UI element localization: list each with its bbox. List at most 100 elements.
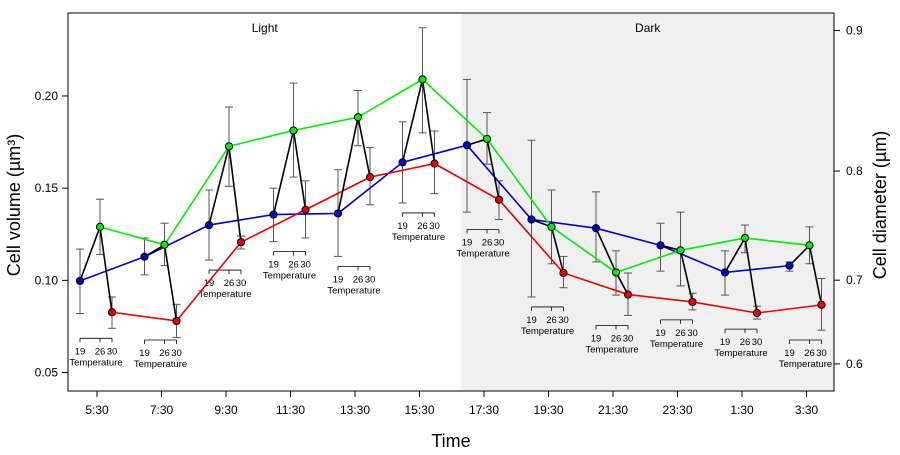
region-shading (68, 13, 834, 391)
data-point-30 (752, 308, 762, 318)
temperature-tick-label: 19 (720, 337, 731, 348)
data-point-26 (418, 75, 427, 84)
temperature-axis-label: Temperature (521, 326, 574, 337)
temperature-tick-label: 30 (171, 348, 182, 359)
y2-axis-label: Cell diameter (µm) (870, 131, 890, 279)
temperature-tick-label: 30 (365, 274, 376, 285)
temperature-axis-label: Temperature (585, 344, 638, 355)
data-point-26 (676, 246, 685, 255)
data-point-19 (75, 276, 85, 286)
data-point-30 (430, 159, 439, 168)
series-line-26 (99, 78, 810, 274)
data-point-30 (301, 205, 310, 214)
temperature-axis-label: Temperature (779, 359, 832, 370)
x-tick-label: 13:30 (340, 403, 370, 417)
data-point-26 (482, 134, 492, 144)
temperature-axis-label: Temperature (650, 339, 703, 350)
y2-tick-label: 0.9 (846, 24, 863, 38)
plot-frame (67, 12, 835, 392)
temperature-tick-label: 19 (268, 260, 279, 271)
x-tick-label: 23:30 (662, 403, 692, 417)
x-axis-label: Time (431, 431, 470, 450)
series-line-19 (79, 144, 790, 282)
temperature-tick-label: 26 (611, 333, 622, 344)
region-labels: Light Dark (252, 21, 662, 35)
data-point-30 (559, 268, 568, 278)
x-tick-label: 3:30 (795, 403, 819, 417)
temperature-tick-label: 19 (75, 346, 86, 357)
x-tick-label: 15:30 (404, 403, 434, 417)
data-point-30 (107, 308, 117, 317)
region-shade-light (68, 13, 462, 391)
temperature-tick-label: 19 (397, 221, 408, 232)
data-point-26 (740, 233, 750, 243)
temperature-tick-label: 30 (429, 221, 440, 232)
x-tick-label: 21:30 (598, 403, 628, 417)
temperature-axis-label: Temperature (263, 271, 316, 282)
temperature-tick-label: 19 (462, 238, 473, 249)
temperature-tick-label: 30 (300, 260, 311, 271)
y2-tick-label: 0.7 (846, 273, 863, 287)
y-tick-label: 0.05 (35, 366, 59, 380)
x-tick-label: 11:30 (276, 403, 305, 417)
data-point-19 (591, 224, 601, 233)
y-tick-label: 0.20 (35, 89, 59, 103)
data-point-30 (688, 297, 697, 307)
temperature-tick-label: 26 (804, 348, 815, 359)
temperature-tick-label: 26 (482, 238, 493, 249)
temperature-tick-label: 19 (655, 328, 666, 339)
data-point-26 (547, 222, 556, 231)
region-label-light: Light (252, 21, 279, 35)
temperature-axis-label: Temperature (198, 289, 251, 300)
temperature-axis-label: Temperature (392, 232, 445, 243)
temperature-axis-label: Temperature (69, 357, 122, 368)
data-points (75, 75, 826, 326)
data-point-19 (333, 209, 343, 218)
y-axis-label: Cell volume (µm³) (4, 134, 24, 276)
temperature-axis-label: Temperature (456, 249, 509, 260)
data-point-26 (353, 113, 363, 122)
data-point-26 (160, 240, 169, 249)
x-tick-label: 7:30 (150, 403, 174, 417)
temperature-tick-label: 30 (107, 346, 118, 357)
y-tick-label: 0.15 (35, 181, 59, 195)
temperature-tick-label: 30 (494, 238, 505, 249)
x-tick-label: 9:30 (214, 403, 238, 417)
temperature-tick-label: 19 (526, 315, 537, 326)
temperature-tick-label: 26 (224, 278, 235, 289)
temperature-tick-label: 19 (204, 278, 215, 289)
data-point-26 (805, 241, 814, 250)
data-point-30 (365, 173, 375, 182)
data-point-30 (817, 300, 826, 309)
temperature-tick-label: 26 (159, 348, 170, 359)
temperature-tick-label: 19 (333, 274, 344, 285)
temperature-tick-label: 30 (687, 328, 698, 339)
temperature-tick-label: 19 (591, 333, 602, 344)
data-point-26 (611, 268, 621, 277)
y2-tick-label: 0.6 (846, 357, 863, 371)
temperature-tick-label: 30 (752, 337, 763, 348)
temperature-tick-label: 26 (417, 221, 428, 232)
region-label-dark: Dark (635, 21, 661, 35)
data-point-30 (236, 238, 246, 247)
data-point-19 (462, 141, 472, 150)
temperature-tick-label: 26 (546, 315, 557, 326)
temperature-tick-label: 30 (816, 348, 827, 359)
temperature-tick-label: 26 (95, 346, 106, 357)
temperature-axis-label: Temperature (327, 285, 380, 296)
temperature-tick-label: 26 (353, 274, 364, 285)
x-tick-label: 1:30 (730, 403, 754, 417)
temperature-tick-label: 26 (675, 328, 686, 339)
